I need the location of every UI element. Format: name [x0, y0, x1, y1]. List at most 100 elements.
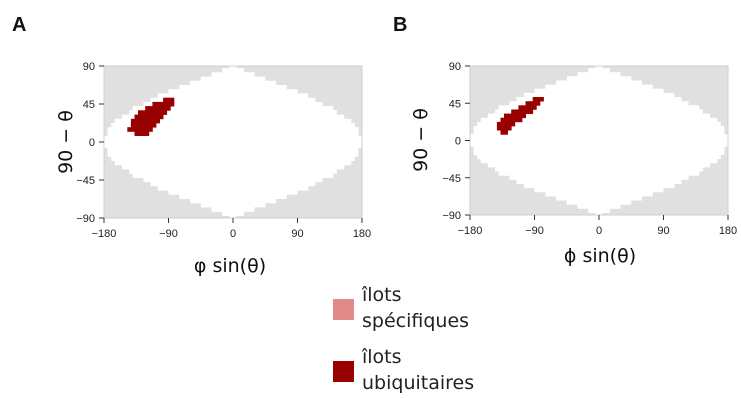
data-cell: [145, 106, 150, 111]
legend-item-specifiques: îlots spécifiques: [333, 282, 542, 334]
data-cell: [170, 97, 175, 103]
data-cell: [141, 127, 146, 132]
data-cell: [507, 117, 512, 123]
data-cell: [152, 101, 157, 107]
x-tick-label: 180: [353, 228, 371, 240]
data-cell: [156, 118, 160, 124]
data-cell: [163, 97, 168, 103]
data-cell: [518, 113, 523, 119]
data-cell: [159, 106, 164, 111]
y-tick-label: −90: [76, 213, 95, 225]
y-tick-label: 45: [449, 98, 461, 110]
data-cell: [159, 114, 164, 120]
x-tick-label: −90: [159, 228, 178, 240]
data-cell: [504, 117, 508, 123]
data-cell: [500, 130, 505, 135]
data-cell: [145, 118, 150, 124]
data-cell: [518, 117, 523, 123]
x-axis-label: ϕ sin(θ): [564, 245, 636, 267]
data-cell: [148, 106, 153, 111]
data-cell: [141, 131, 146, 136]
data-cell: [507, 126, 512, 131]
data-cell: [536, 97, 541, 102]
data-cell: [138, 127, 142, 132]
data-cell: [504, 126, 508, 131]
data-cell: [525, 109, 530, 114]
data-cell: [159, 110, 164, 115]
data-cell: [163, 110, 168, 115]
data-cell: [529, 105, 534, 110]
x-tick-label: 0: [596, 225, 602, 237]
data-cell: [522, 109, 526, 114]
y-tick-label: −90: [442, 210, 461, 222]
data-cell: [152, 114, 157, 120]
data-cell: [522, 105, 526, 110]
data-cell: [130, 127, 135, 132]
data-cell: [518, 105, 523, 110]
data-cell: [127, 127, 132, 132]
x-tick-label: 90: [291, 228, 303, 240]
data-cell: [532, 101, 537, 106]
data-cell: [525, 105, 530, 110]
data-cell: [134, 127, 139, 132]
x-tick-label: −180: [458, 225, 483, 237]
legend-label-specifiques: îlots spécifiques: [362, 284, 470, 332]
legend-swatch-specifiques: [333, 299, 354, 320]
data-cell: [145, 131, 150, 136]
legend-swatch-ubiquitaires: [333, 361, 354, 382]
data-cell: [514, 117, 519, 123]
y-tick-label: 0: [455, 136, 461, 148]
data-cell: [134, 118, 139, 124]
data-cell: [166, 106, 171, 111]
data-cell: [514, 113, 519, 119]
data-cell: [496, 121, 501, 127]
x-tick-label: −90: [525, 225, 544, 237]
data-cell: [152, 123, 157, 128]
data-cell: [145, 114, 150, 120]
data-cell: [166, 101, 171, 107]
data-cell: [148, 110, 153, 115]
legend: îlots spécifiques îlots ubiquitaires: [333, 282, 573, 398]
data-cell: [138, 114, 142, 120]
y-tick-label: −45: [76, 175, 95, 187]
chart-panel-a: −180 −90 0 90 180 90 45 0 −45 −90 φ sin(θ) 90 − θ: [55, 61, 371, 277]
data-cell: [156, 101, 160, 107]
data-cell: [525, 101, 530, 106]
x-tick-label: 0: [230, 228, 236, 240]
data-cell: [148, 118, 153, 124]
data-cell: [138, 123, 142, 128]
data-cell: [148, 127, 153, 132]
data-cell: [148, 114, 153, 120]
data-cell: [163, 101, 168, 107]
x-tick-label: 90: [657, 225, 669, 237]
data-cell: [500, 121, 505, 127]
data-cell: [504, 113, 508, 119]
data-cell: [141, 123, 146, 128]
data-cell: [511, 121, 516, 127]
y-tick-label: −45: [442, 173, 461, 185]
data-cell: [170, 101, 175, 107]
data-cell: [134, 114, 139, 120]
data-cell: [511, 109, 516, 114]
y-tick-label: 90: [83, 61, 95, 73]
data-cell: [156, 114, 160, 120]
x-tick-label: 180: [719, 225, 737, 237]
data-cell: [529, 109, 534, 114]
y-tick-label: 90: [449, 61, 461, 73]
data-cell: [145, 110, 150, 115]
data-cell: [507, 113, 512, 119]
data-cell: [130, 123, 135, 128]
chart-panel-b: −180 −90 0 90 180 90 45 0 −45 −90 ϕ sin(θ) 90 − θ: [410, 61, 737, 267]
data-cell: [152, 110, 157, 115]
data-cell: [504, 121, 508, 127]
data-cell: [156, 106, 160, 111]
data-cell: [539, 97, 544, 102]
data-cell: [507, 121, 512, 127]
data-cell: [148, 123, 153, 128]
y-tick-label: 0: [89, 137, 95, 149]
data-cell: [518, 109, 523, 114]
data-cell: [145, 123, 150, 128]
data-cell: [134, 131, 139, 136]
data-cell: [511, 113, 516, 119]
